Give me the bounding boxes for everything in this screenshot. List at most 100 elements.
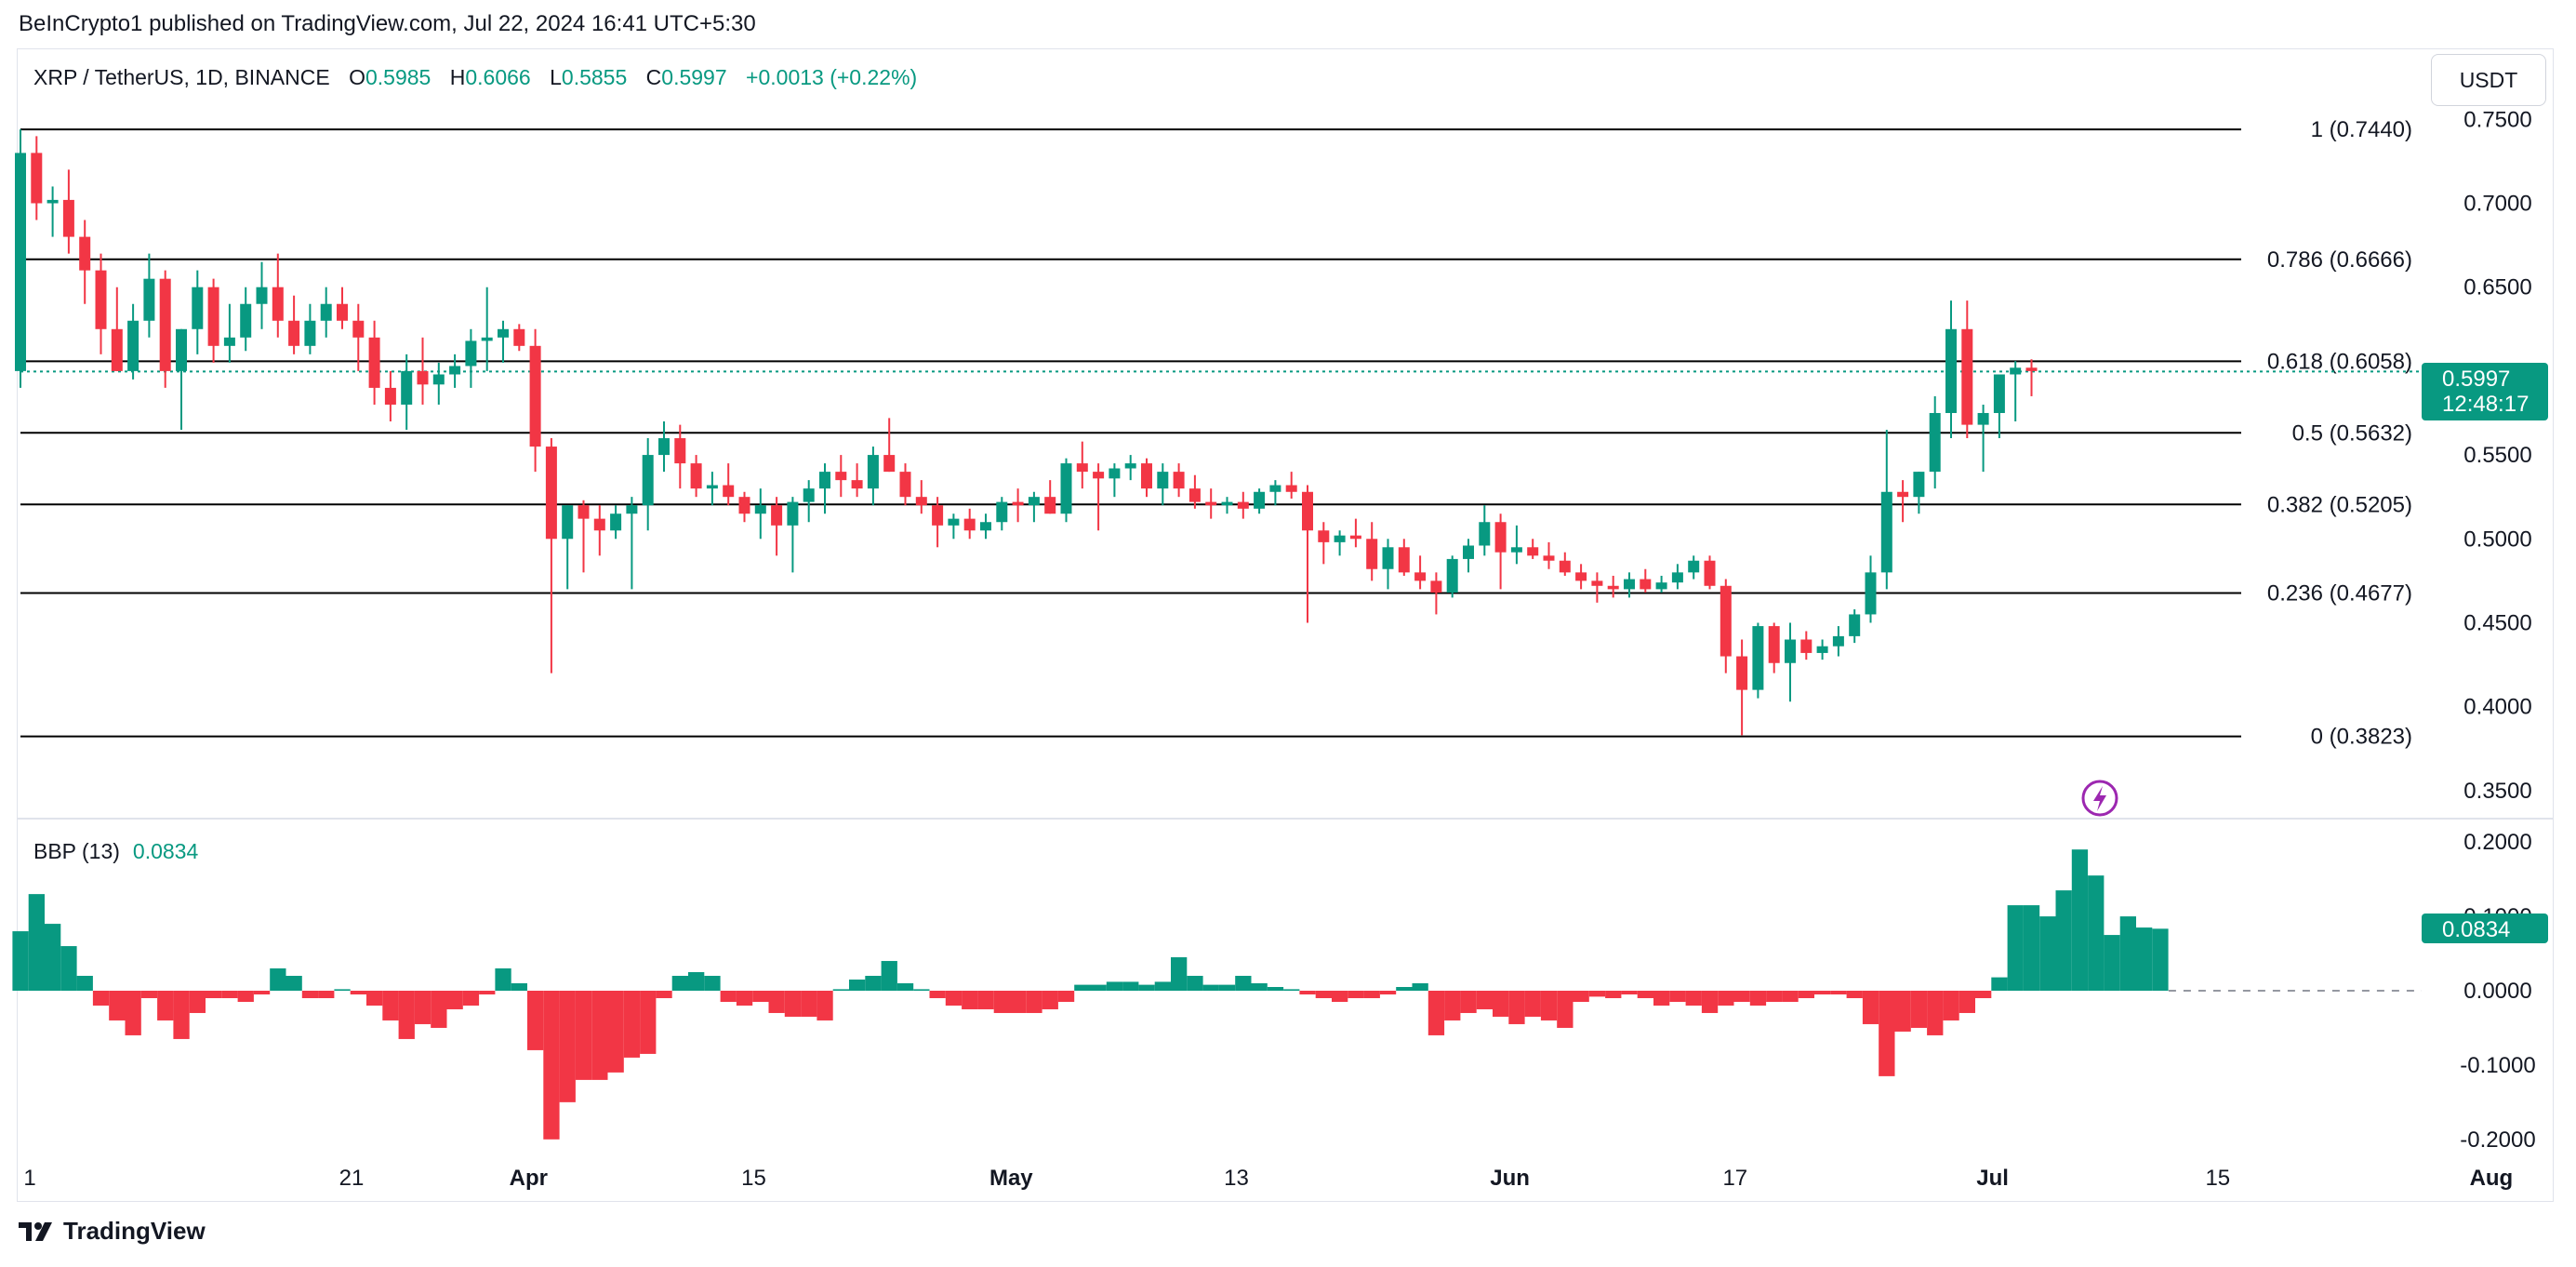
candle-body xyxy=(288,320,300,346)
tradingview-logo[interactable]: TradingView xyxy=(19,1217,206,1246)
currency-button[interactable]: USDT xyxy=(2431,54,2546,106)
bbp-bar xyxy=(1653,991,1670,1006)
candle xyxy=(1237,491,1249,519)
bbp-bar xyxy=(962,991,978,1009)
candle xyxy=(62,169,74,254)
candle-body xyxy=(771,505,783,526)
candle-body xyxy=(352,320,365,338)
time-axis[interactable]: 121Apr15May13Jun17Jul15Aug1 xyxy=(23,1166,2576,1191)
candle-body xyxy=(1205,501,1217,506)
candle-body xyxy=(1334,535,1346,542)
candle xyxy=(1463,539,1474,573)
candle xyxy=(706,472,718,506)
candle xyxy=(787,497,799,573)
candle xyxy=(1945,300,1957,439)
bbp-bar xyxy=(896,983,914,991)
price-axis[interactable]: 0.7500 0.7000 0.6500 0.5500 0.5000 0.4500 0.40… xyxy=(2463,107,2531,804)
candle-body xyxy=(79,236,91,271)
price-tag-countdown: 12:48:17 xyxy=(2442,392,2529,417)
candle-body xyxy=(963,518,976,531)
bbp-bar xyxy=(1106,981,1123,991)
bbp-bar xyxy=(1412,983,1428,991)
candle-body xyxy=(31,153,43,204)
candle-body xyxy=(883,455,896,473)
price-tag-value: 0.5997 xyxy=(2442,367,2510,392)
candle xyxy=(1012,488,1024,523)
bbp-bar xyxy=(1444,991,1461,1020)
bbp-bar xyxy=(1460,991,1477,1013)
candle-body xyxy=(1736,656,1748,690)
bbp-bar xyxy=(881,961,897,991)
candle xyxy=(46,186,59,237)
candle-body xyxy=(1173,472,1185,489)
candle-body xyxy=(803,488,815,502)
candle-body xyxy=(1028,497,1040,506)
candle xyxy=(223,303,235,363)
publisher-caption: BeInCrypto1 published on TradingView.com… xyxy=(19,11,756,36)
candle xyxy=(1414,555,1427,590)
candle-body xyxy=(723,485,735,498)
bbp-bar xyxy=(559,991,576,1102)
candle-body xyxy=(851,480,863,489)
candle xyxy=(1109,463,1121,498)
bbp-bar xyxy=(2039,916,2056,991)
candle-body xyxy=(1366,539,1378,569)
bbp-bar xyxy=(543,991,560,1140)
candle-body xyxy=(240,303,252,338)
bbp-bar xyxy=(1154,981,1171,991)
bbp-bar xyxy=(334,989,351,991)
bbp-bar xyxy=(1798,991,1814,998)
bbp-bar xyxy=(221,991,238,998)
candle xyxy=(1543,541,1555,569)
bbp-bar xyxy=(1991,977,2008,991)
candle xyxy=(2025,359,2038,396)
candle xyxy=(980,513,991,540)
bbp-bar xyxy=(12,931,29,991)
bbp-bar xyxy=(173,991,190,1039)
candle xyxy=(529,328,541,473)
fib-label: 0.786 (0.6666) xyxy=(2267,247,2412,273)
candle xyxy=(1141,458,1152,498)
bbp-bar xyxy=(1605,991,1622,998)
lightning-icon[interactable] xyxy=(2081,780,2118,817)
candle xyxy=(1961,300,1973,439)
candle xyxy=(851,463,863,498)
candle-body xyxy=(513,328,525,346)
candle-body xyxy=(127,320,139,371)
candle xyxy=(1285,472,1297,499)
time-tick-label: Aug xyxy=(2470,1166,2514,1191)
bbp-bar xyxy=(575,991,592,1080)
candle xyxy=(963,508,976,540)
bbp-bar xyxy=(1733,991,1750,1002)
candle xyxy=(192,270,204,354)
candlestick-series xyxy=(15,129,2038,736)
candle xyxy=(207,278,219,363)
bbp-bar xyxy=(1202,984,1219,991)
candle-body xyxy=(899,472,911,498)
candle-body xyxy=(1832,635,1844,647)
bbp-bar xyxy=(1363,991,1380,998)
fib-retracement-levels: 1 (0.7440) 0.786 (0.6666) 0.618 (0.6058) 0.… xyxy=(20,117,2422,750)
bbp-bar xyxy=(929,991,946,998)
bbp-title[interactable]: BBP (13) xyxy=(33,839,120,863)
candle xyxy=(593,505,605,556)
bbp-bar xyxy=(1235,976,1252,991)
bbp-tick-label: 0.0000 xyxy=(2463,979,2531,1004)
candle xyxy=(1865,555,1877,623)
candle-body xyxy=(143,278,155,321)
fib-label: 1 (0.7440) xyxy=(2311,117,2412,142)
candle-body xyxy=(932,505,944,526)
candle xyxy=(1527,539,1539,559)
candle-body xyxy=(1977,412,1989,425)
candle xyxy=(111,287,123,371)
candle-body xyxy=(754,505,766,514)
bbp-bar xyxy=(1283,989,1300,991)
bbp-bar xyxy=(1910,991,1928,1028)
candle xyxy=(674,424,686,489)
candle-body xyxy=(1446,558,1458,593)
bbp-bar xyxy=(140,991,158,998)
candle xyxy=(1785,622,1796,702)
symbol-title[interactable]: XRP / TetherUS, 1D, BINANCE xyxy=(33,65,330,89)
